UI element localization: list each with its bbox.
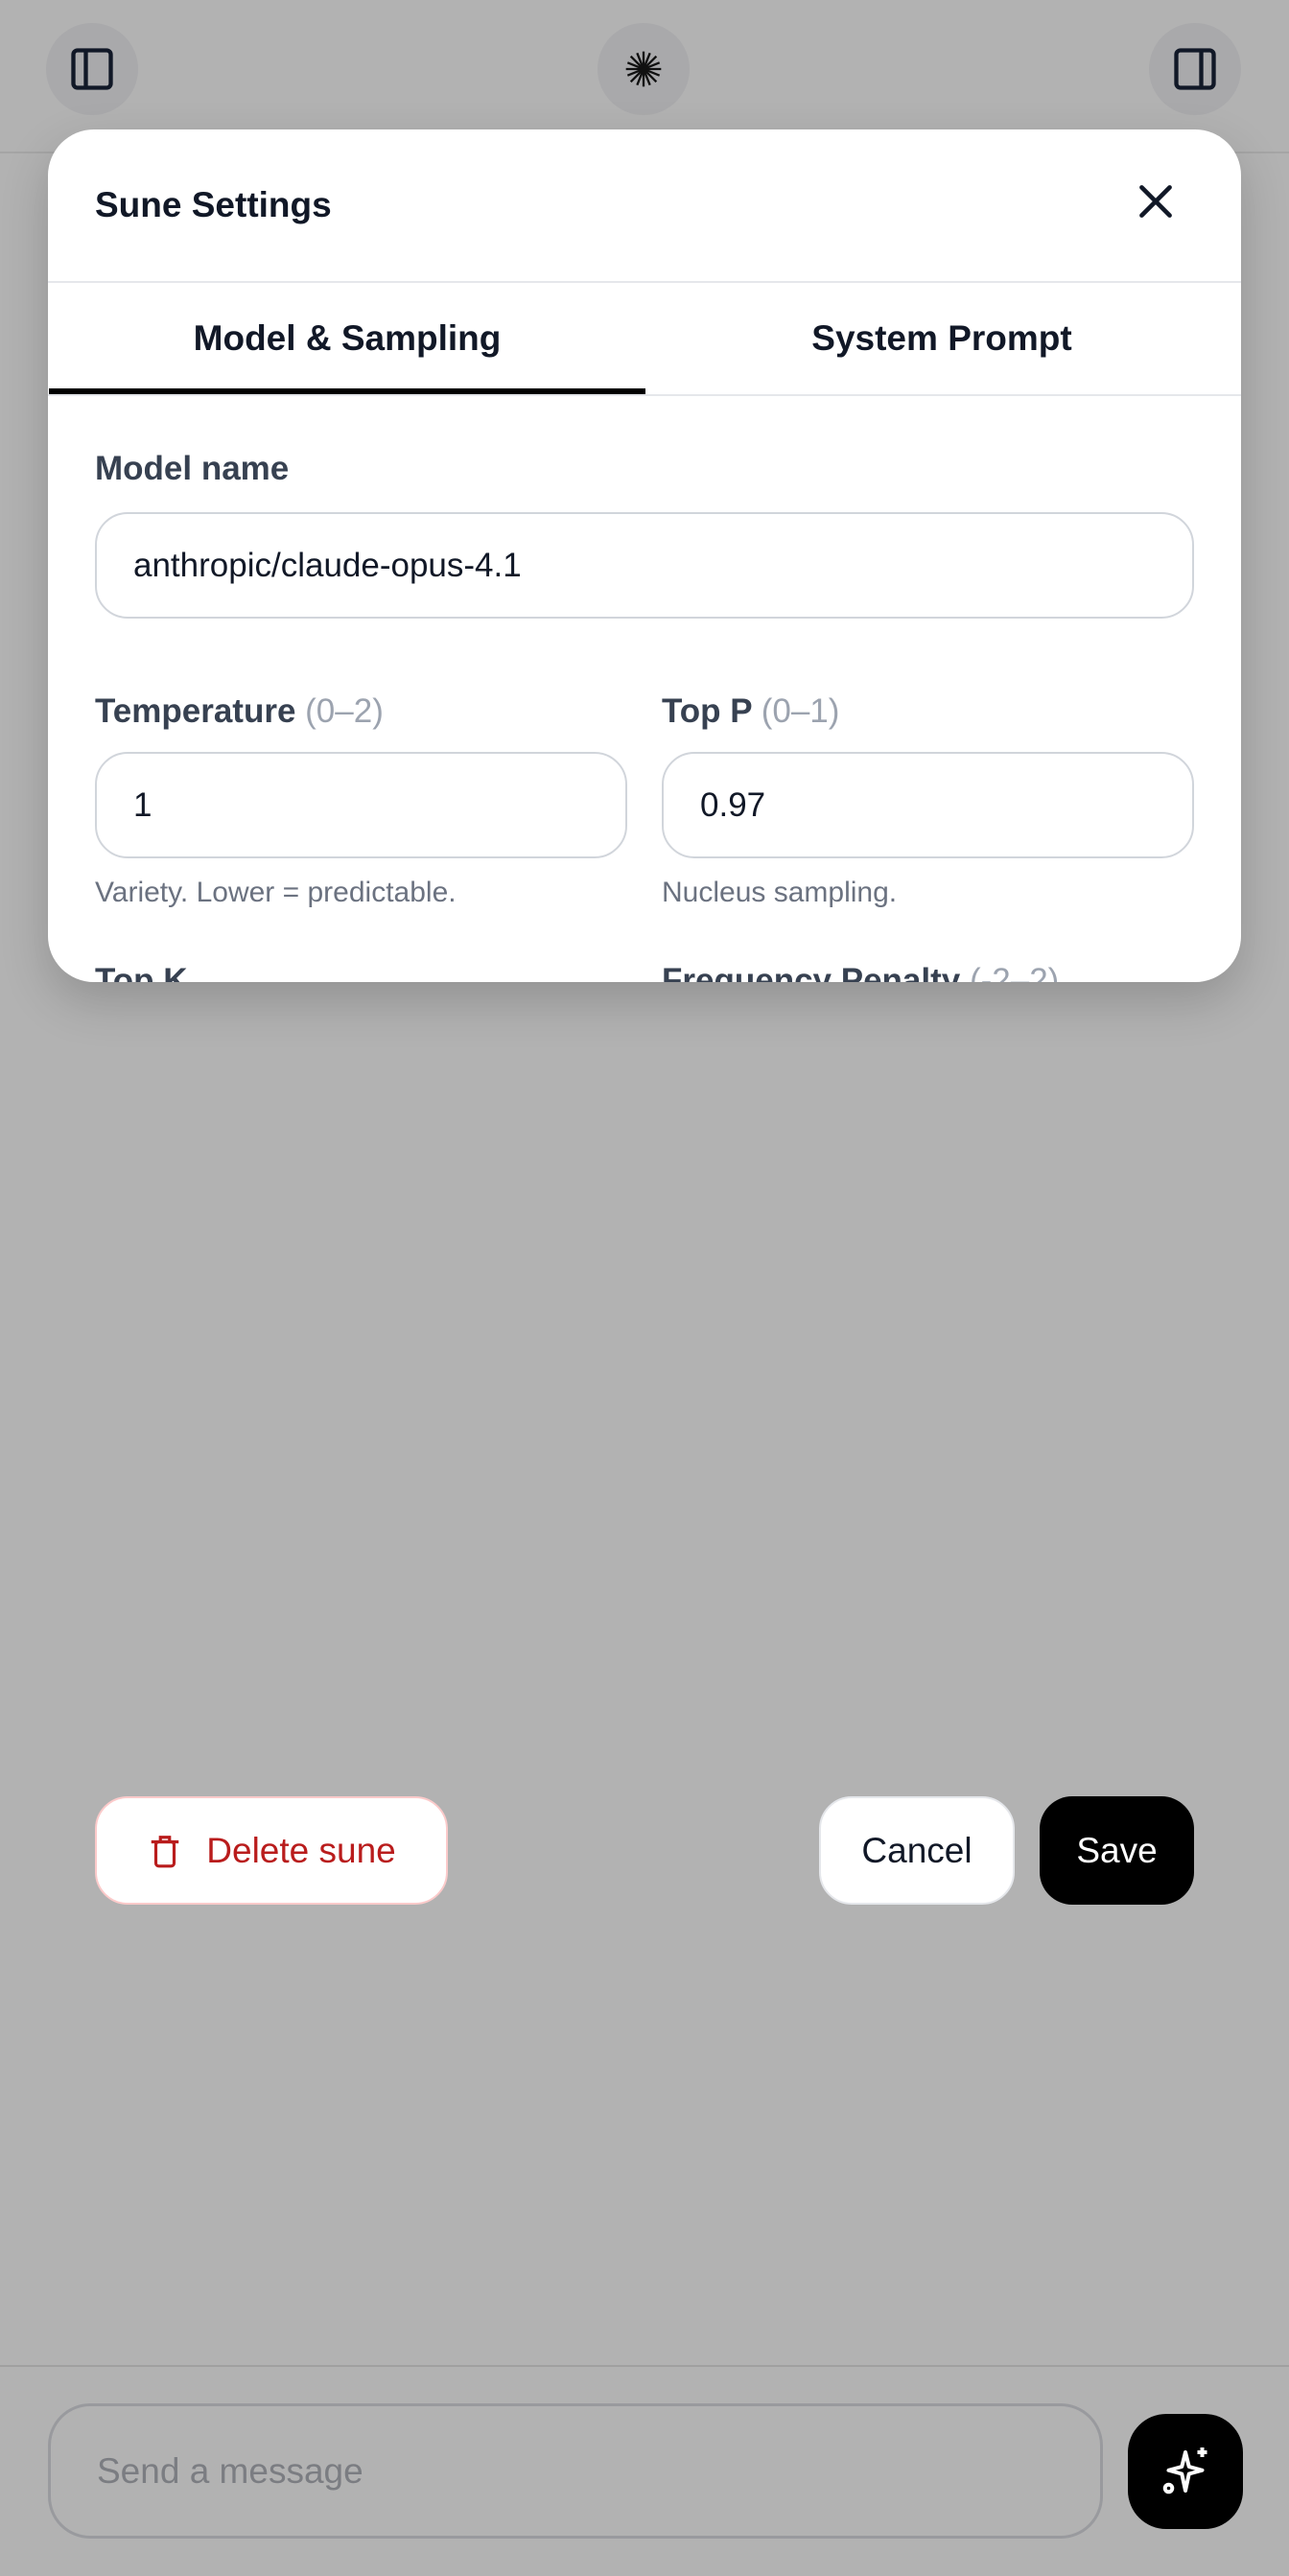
close-icon <box>1139 185 1172 218</box>
frequency-penalty-range: (-2–2) <box>969 962 1060 982</box>
cancel-button[interactable]: Cancel <box>819 1796 1015 1905</box>
model-name-label: Model name <box>95 450 290 487</box>
top-k-label-text: Top K <box>95 962 188 982</box>
starburst-logo-icon <box>625 51 662 87</box>
save-button[interactable]: Save <box>1040 1796 1194 1905</box>
top-p-range: (0–1) <box>761 692 840 730</box>
sparkle-button[interactable] <box>1128 2414 1243 2529</box>
top-p-input[interactable]: 0.97 <box>662 752 1194 858</box>
divider <box>48 281 1241 283</box>
composer-divider <box>0 2365 1289 2367</box>
dialog-title: Sune Settings <box>95 185 332 224</box>
sune-settings-dialog: Sune Settings Model & Sampling System Pr… <box>48 129 1241 982</box>
sidebar-left-icon <box>71 48 113 90</box>
top-p-help: Nucleus sampling. <box>662 877 898 908</box>
top-p-label-text: Top P <box>662 692 752 730</box>
frequency-penalty-label-text: Frequency Penalty <box>662 962 961 982</box>
tab-model-sampling[interactable]: Model & Sampling <box>49 283 645 394</box>
tab-system-prompt[interactable]: System Prompt <box>811 318 1072 358</box>
toggle-right-sidebar-button[interactable] <box>1149 23 1241 115</box>
model-name-input[interactable]: anthropic/claude-opus-4.1 <box>95 512 1194 619</box>
sune-logo-button[interactable] <box>598 23 690 115</box>
temperature-label-text: Temperature <box>95 692 296 730</box>
temperature-range: (0–2) <box>305 692 384 730</box>
temperature-input[interactable]: 1 <box>95 752 627 858</box>
sparkle-icon <box>1162 2447 1207 2494</box>
temperature-label: Temperature (0–2) <box>95 692 384 731</box>
temperature-help: Variety. Lower = predictable. <box>95 877 457 908</box>
sidebar-right-icon <box>1174 48 1216 90</box>
top-k-label: Top K <box>95 962 188 982</box>
delete-sune-label: Delete sune <box>206 1830 396 1870</box>
frequency-penalty-label: Frequency Penalty (-2–2) <box>662 962 1059 982</box>
divider <box>48 394 1241 396</box>
message-input[interactable]: Send a message <box>48 2403 1103 2539</box>
close-button[interactable] <box>1132 177 1180 225</box>
toggle-left-sidebar-button[interactable] <box>46 23 138 115</box>
message-placeholder: Send a message <box>97 2450 363 2491</box>
delete-sune-button[interactable]: Delete sune <box>95 1796 448 1905</box>
trash-icon <box>152 1835 179 1867</box>
top-p-label: Top P (0–1) <box>662 692 839 731</box>
